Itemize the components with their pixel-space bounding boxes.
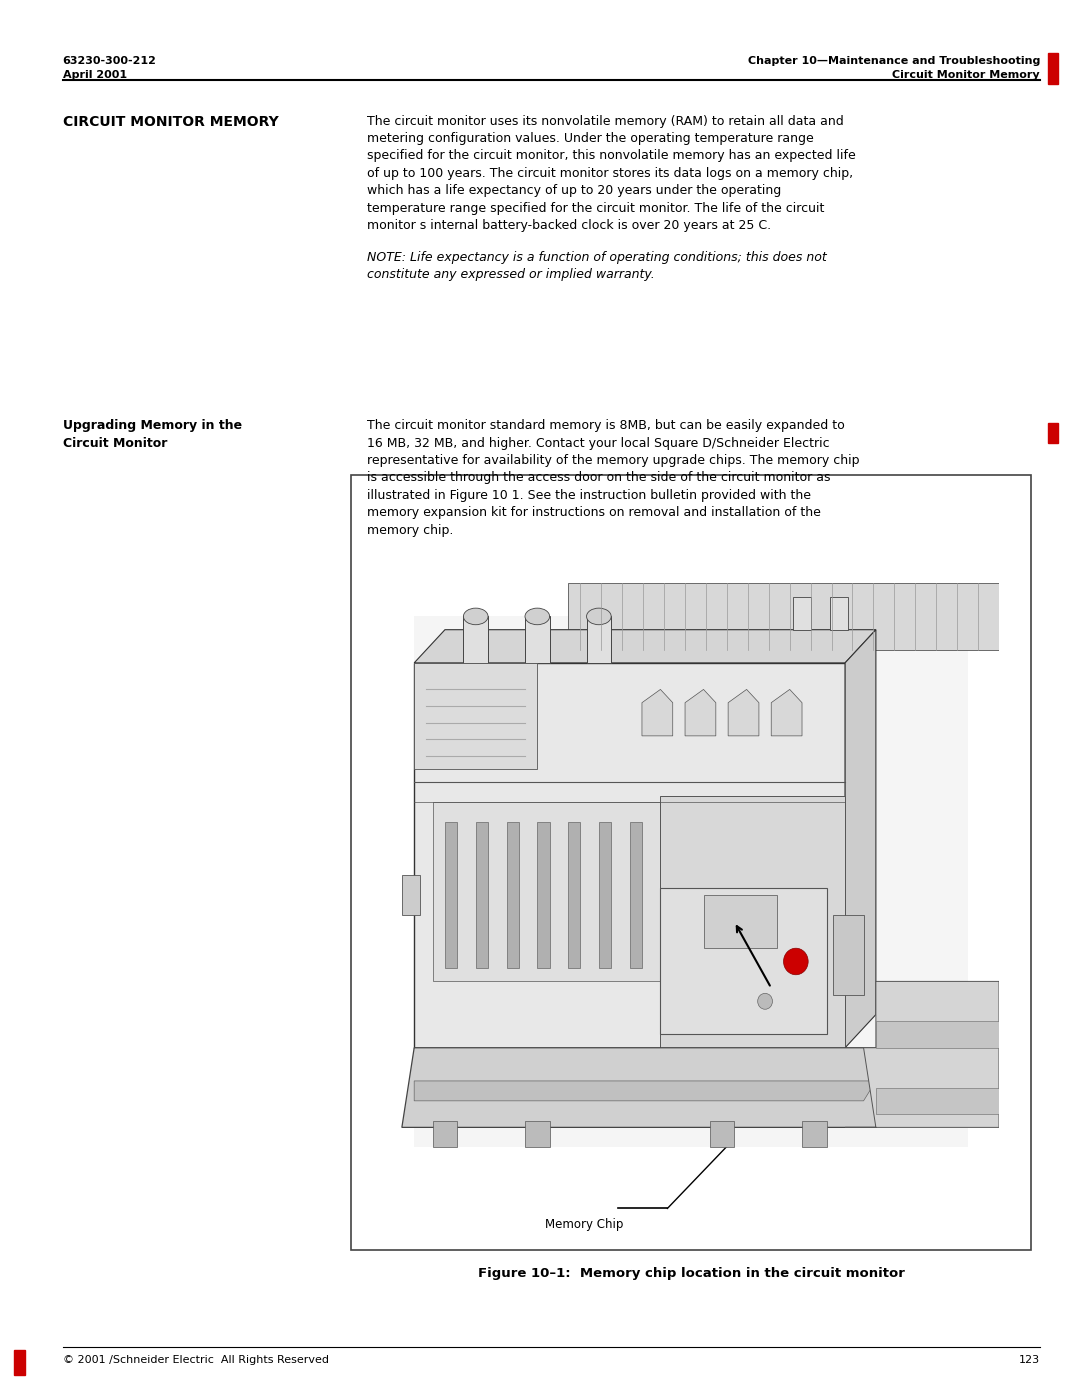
Text: of up to 100 years. The circuit monitor stores its data logs on a memory chip,: of up to 100 years. The circuit monitor … bbox=[367, 166, 853, 180]
Polygon shape bbox=[728, 690, 759, 736]
Polygon shape bbox=[876, 1021, 999, 1048]
Bar bbox=[1048, 53, 1058, 84]
Bar bbox=[351, 475, 1031, 1250]
Text: © 2001 /Schneider Electric  All Rights Reserved: © 2001 /Schneider Electric All Rights Re… bbox=[63, 1355, 328, 1365]
Bar bbox=[598, 821, 611, 968]
Polygon shape bbox=[660, 888, 826, 1034]
Polygon shape bbox=[703, 895, 778, 949]
Text: Figure 10–1:  Memory chip location in the circuit monitor: Figure 10–1: Memory chip location in the… bbox=[477, 1267, 905, 1280]
Text: constitute any expressed or implied warranty.: constitute any expressed or implied warr… bbox=[367, 268, 654, 281]
Circle shape bbox=[758, 993, 772, 1009]
Text: 123: 123 bbox=[1018, 1355, 1040, 1365]
Text: memory chip.: memory chip. bbox=[367, 524, 454, 536]
Polygon shape bbox=[833, 915, 864, 995]
Bar bbox=[445, 821, 457, 968]
Bar bbox=[829, 597, 848, 630]
Text: The circuit monitor uses its nonvolatile memory (RAM) to retain all data and: The circuit monitor uses its nonvolatile… bbox=[367, 115, 843, 127]
Text: Memory Chip: Memory Chip bbox=[545, 1218, 624, 1231]
Bar bbox=[525, 1120, 550, 1147]
Polygon shape bbox=[845, 630, 876, 1048]
Ellipse shape bbox=[586, 608, 611, 624]
Text: representative for availability of the memory upgrade chips. The memory chip: representative for availability of the m… bbox=[367, 454, 860, 467]
Polygon shape bbox=[414, 616, 968, 1147]
Text: temperature range specified for the circuit monitor. The life of the circuit: temperature range specified for the circ… bbox=[367, 201, 824, 215]
Bar bbox=[568, 821, 580, 968]
Bar bbox=[463, 616, 488, 664]
Ellipse shape bbox=[525, 608, 550, 624]
Polygon shape bbox=[876, 1087, 999, 1115]
Polygon shape bbox=[402, 1048, 888, 1127]
Polygon shape bbox=[414, 630, 876, 664]
Bar bbox=[710, 1120, 734, 1147]
Text: metering configuration values. Under the operating temperature range: metering configuration values. Under the… bbox=[367, 133, 814, 145]
Polygon shape bbox=[414, 664, 538, 768]
Text: Chapter 10—Maintenance and Troubleshooting: Chapter 10—Maintenance and Troubleshooti… bbox=[747, 56, 1040, 66]
Polygon shape bbox=[845, 981, 999, 1127]
Bar bbox=[14, 1350, 25, 1375]
Bar bbox=[793, 597, 811, 630]
Text: specified for the circuit monitor, this nonvolatile memory has an expected life: specified for the circuit monitor, this … bbox=[367, 149, 856, 162]
Bar bbox=[433, 1120, 457, 1147]
Polygon shape bbox=[568, 584, 999, 650]
Text: illustrated in Figure 10 1. See the instruction bulletin provided with the: illustrated in Figure 10 1. See the inst… bbox=[367, 489, 811, 502]
Polygon shape bbox=[414, 664, 845, 1048]
Text: The circuit monitor standard memory is 8MB, but can be easily expanded to: The circuit monitor standard memory is 8… bbox=[367, 419, 845, 432]
Text: 63230-300-212: 63230-300-212 bbox=[63, 56, 157, 66]
Bar bbox=[475, 821, 488, 968]
Polygon shape bbox=[414, 1081, 876, 1101]
Text: CIRCUIT MONITOR MEMORY: CIRCUIT MONITOR MEMORY bbox=[63, 115, 279, 129]
Bar bbox=[1048, 423, 1058, 443]
Polygon shape bbox=[685, 690, 716, 736]
Polygon shape bbox=[660, 796, 845, 1048]
Text: monitor s internal battery-backed clock is over 20 years at 25 C.: monitor s internal battery-backed clock … bbox=[367, 219, 771, 232]
Text: is accessible through the access door on the side of the circuit monitor as: is accessible through the access door on… bbox=[367, 471, 831, 485]
Text: Circuit Monitor: Circuit Monitor bbox=[63, 436, 167, 450]
Bar bbox=[525, 616, 550, 664]
Bar bbox=[802, 1120, 826, 1147]
Text: Circuit Monitor Memory: Circuit Monitor Memory bbox=[892, 70, 1040, 80]
Text: 16 MB, 32 MB, and higher. Contact your local Square D/Schneider Electric: 16 MB, 32 MB, and higher. Contact your l… bbox=[367, 436, 829, 450]
Bar bbox=[402, 875, 420, 915]
Circle shape bbox=[783, 949, 808, 975]
Bar bbox=[586, 616, 611, 664]
Polygon shape bbox=[433, 802, 660, 981]
Bar bbox=[507, 821, 518, 968]
Polygon shape bbox=[642, 690, 673, 736]
Bar bbox=[630, 821, 642, 968]
Text: NOTE: Life expectancy is a function of operating conditions; this does not: NOTE: Life expectancy is a function of o… bbox=[367, 250, 827, 264]
Text: which has a life expectancy of up to 20 years under the operating: which has a life expectancy of up to 20 … bbox=[367, 184, 782, 197]
Text: Upgrading Memory in the: Upgrading Memory in the bbox=[63, 419, 242, 432]
Ellipse shape bbox=[463, 608, 488, 624]
Text: April 2001: April 2001 bbox=[63, 70, 126, 80]
Bar bbox=[538, 821, 550, 968]
Text: memory expansion kit for instructions on removal and installation of the: memory expansion kit for instructions on… bbox=[367, 506, 821, 520]
Polygon shape bbox=[771, 690, 802, 736]
